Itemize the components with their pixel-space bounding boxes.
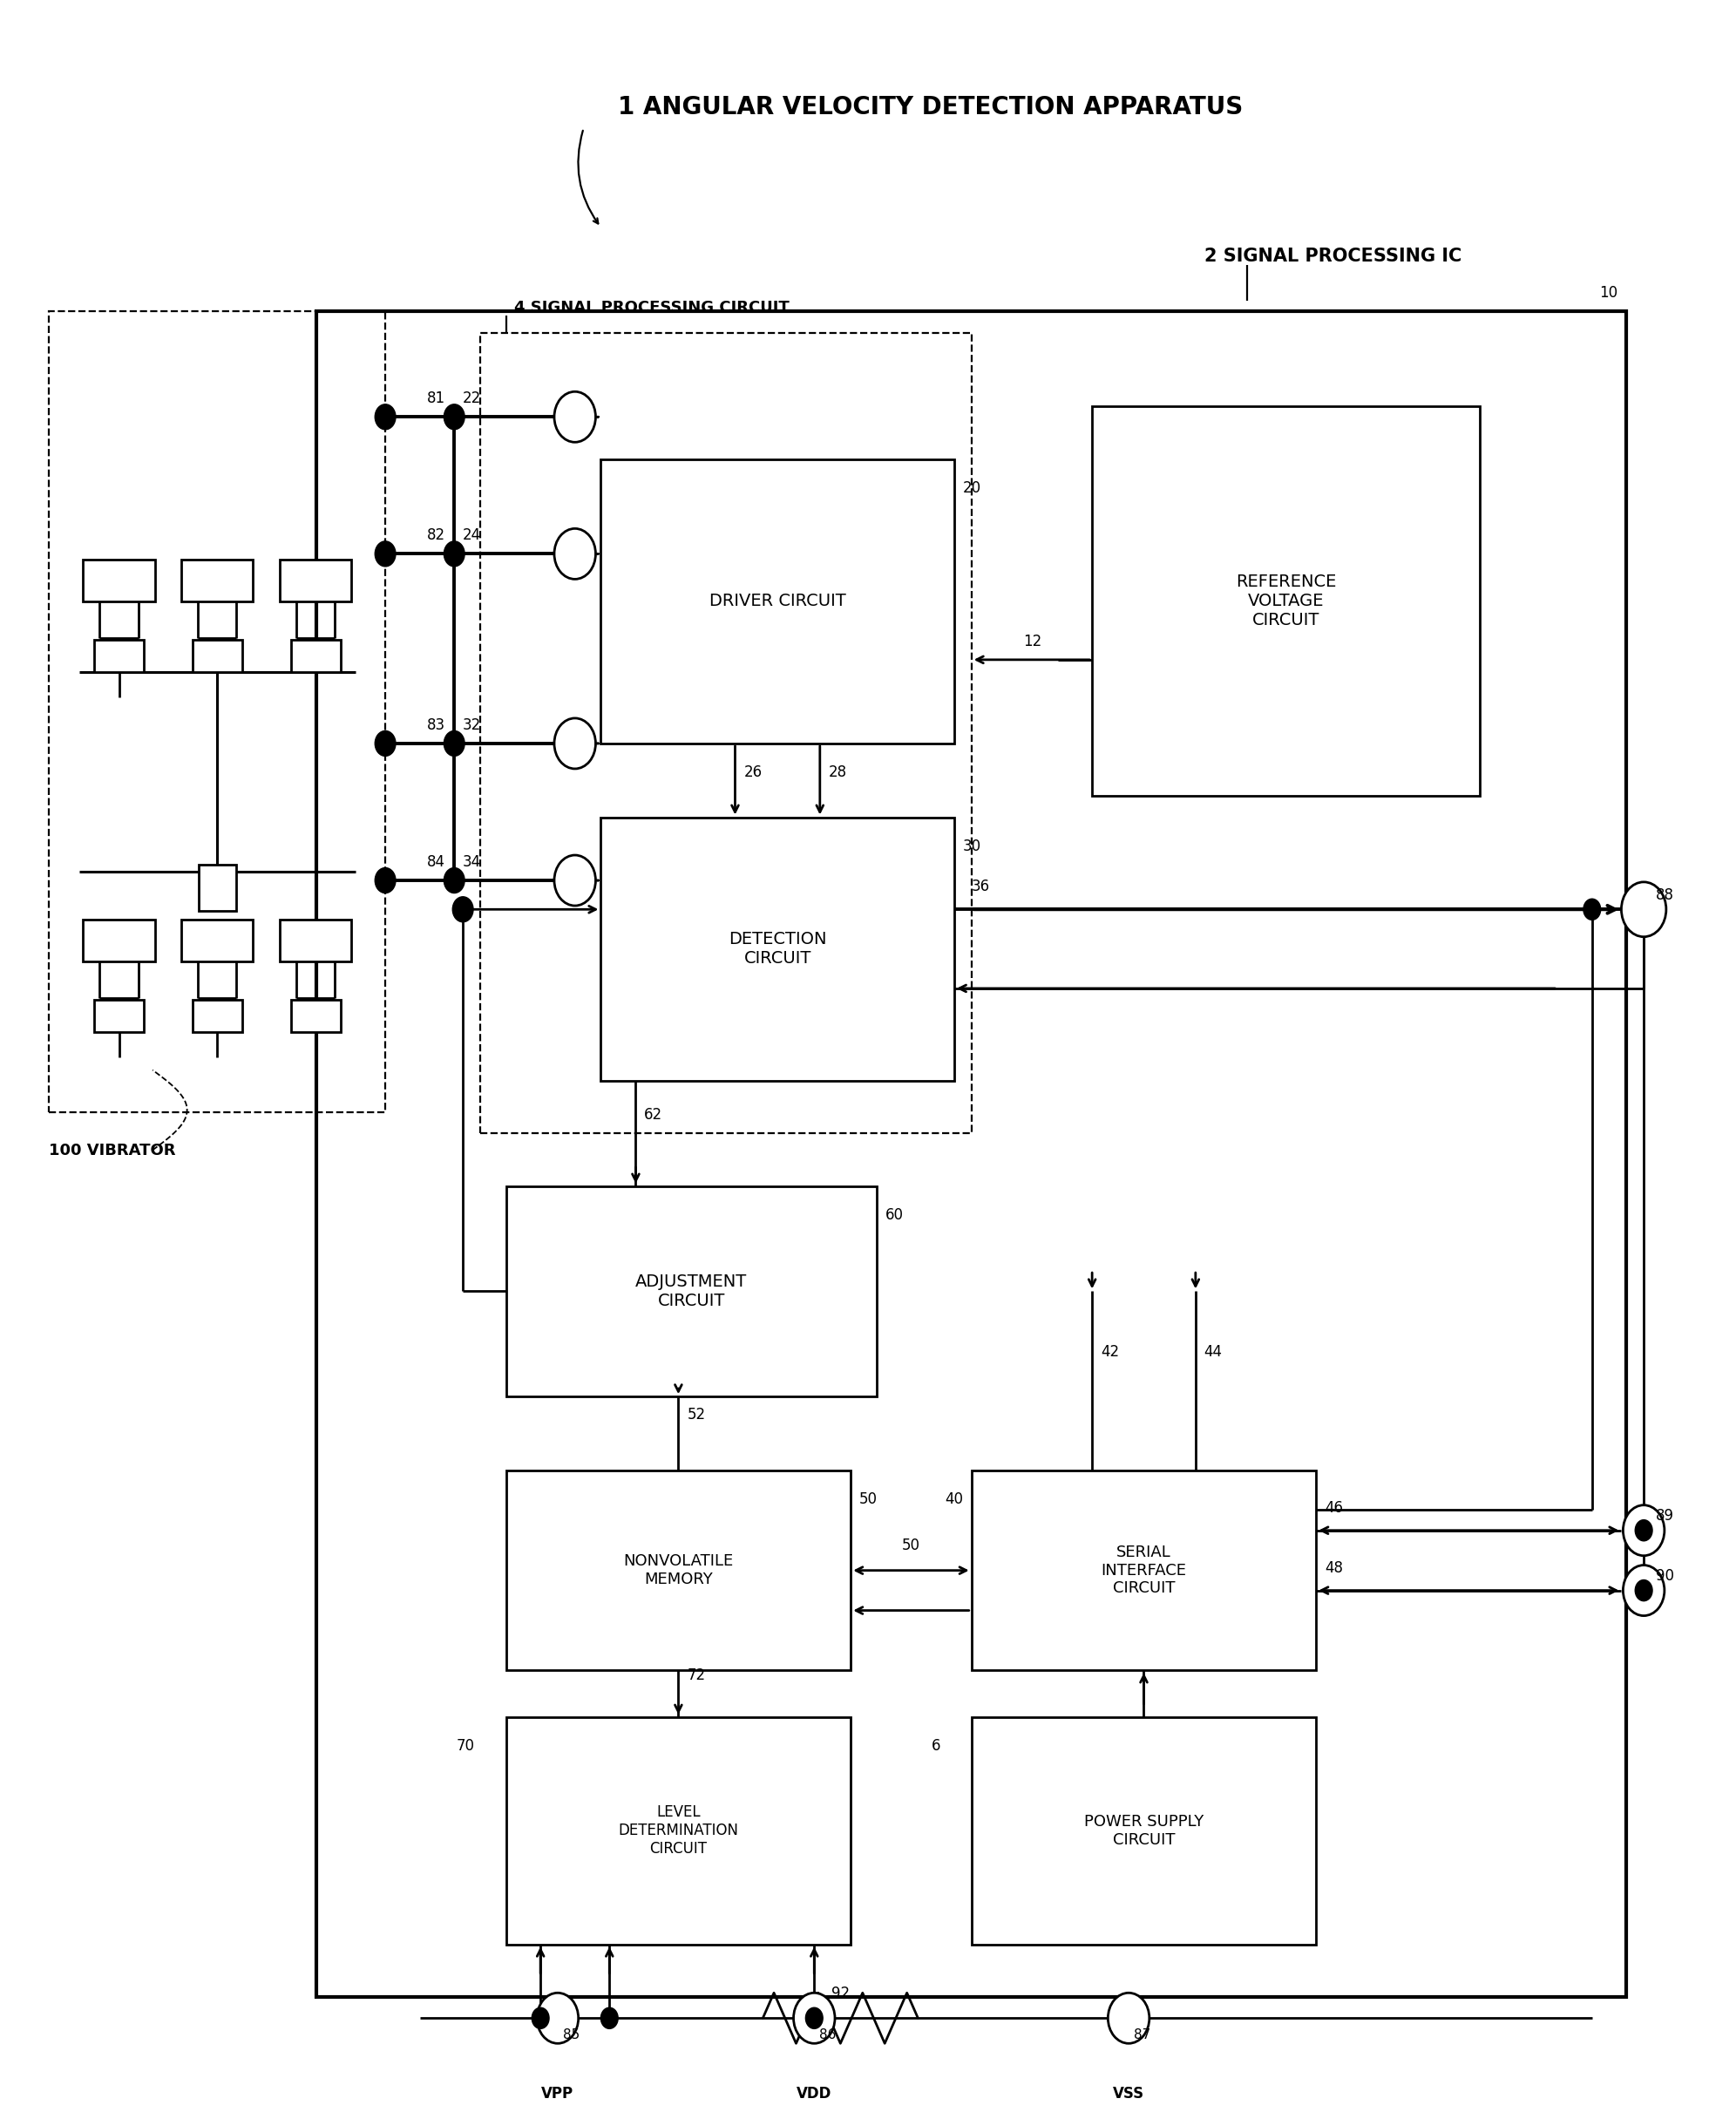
Circle shape (1623, 1566, 1665, 1615)
Text: 22: 22 (464, 390, 481, 407)
Text: 48: 48 (1325, 1560, 1344, 1577)
FancyBboxPatch shape (279, 559, 351, 602)
Circle shape (444, 540, 465, 566)
FancyBboxPatch shape (290, 640, 340, 672)
Text: 2 SIGNAL PROCESSING IC: 2 SIGNAL PROCESSING IC (1205, 248, 1462, 265)
Text: 50: 50 (859, 1492, 878, 1507)
Circle shape (444, 405, 465, 430)
Text: 30: 30 (963, 839, 981, 854)
FancyBboxPatch shape (972, 1716, 1316, 1945)
Text: VDD: VDD (797, 2085, 832, 2102)
Text: 89: 89 (1656, 1509, 1674, 1524)
FancyBboxPatch shape (83, 920, 155, 962)
FancyBboxPatch shape (193, 640, 241, 672)
Text: 46: 46 (1325, 1500, 1344, 1515)
FancyBboxPatch shape (601, 460, 955, 744)
Circle shape (806, 2007, 823, 2028)
Text: 50: 50 (903, 1538, 920, 1553)
Text: LEVEL
DETERMINATION
CIRCUIT: LEVEL DETERMINATION CIRCUIT (618, 1805, 738, 1856)
Text: 40: 40 (944, 1492, 963, 1507)
Circle shape (1108, 1992, 1149, 2043)
Circle shape (554, 528, 595, 578)
Circle shape (375, 731, 396, 756)
Circle shape (453, 896, 474, 922)
Circle shape (375, 869, 396, 892)
Circle shape (375, 405, 396, 430)
Text: 82: 82 (427, 528, 446, 542)
Text: 44: 44 (1205, 1343, 1222, 1360)
Text: 52: 52 (687, 1407, 705, 1424)
Text: DETECTION
CIRCUIT: DETECTION CIRCUIT (729, 930, 826, 966)
Circle shape (1623, 1504, 1665, 1555)
FancyBboxPatch shape (94, 1000, 144, 1032)
Text: VSS: VSS (1113, 2085, 1144, 2102)
Text: 81: 81 (427, 390, 446, 407)
Text: 32: 32 (464, 716, 481, 733)
Circle shape (554, 718, 595, 769)
FancyBboxPatch shape (94, 640, 144, 672)
Text: REFERENCE
VOLTAGE
CIRCUIT: REFERENCE VOLTAGE CIRCUIT (1236, 574, 1337, 629)
Text: 6: 6 (930, 1738, 941, 1755)
Circle shape (1621, 882, 1667, 937)
Text: 1 ANGULAR VELOCITY DETECTION APPARATUS: 1 ANGULAR VELOCITY DETECTION APPARATUS (618, 95, 1243, 121)
FancyBboxPatch shape (505, 1187, 877, 1396)
FancyBboxPatch shape (1092, 407, 1481, 797)
Text: 12: 12 (1023, 634, 1042, 648)
Text: 62: 62 (644, 1106, 663, 1123)
Circle shape (601, 2007, 618, 2028)
Text: POWER SUPPLY
CIRCUIT: POWER SUPPLY CIRCUIT (1083, 1814, 1203, 1848)
Text: NONVOLATILE
MEMORY: NONVOLATILE MEMORY (623, 1553, 733, 1587)
FancyBboxPatch shape (972, 1471, 1316, 1670)
FancyBboxPatch shape (290, 1000, 340, 1032)
Text: 86: 86 (819, 2028, 837, 2043)
FancyBboxPatch shape (505, 1471, 851, 1670)
Text: 10: 10 (1599, 286, 1618, 301)
Text: 90: 90 (1656, 1568, 1674, 1585)
Text: 70: 70 (457, 1738, 476, 1755)
Circle shape (554, 392, 595, 443)
Text: 42: 42 (1101, 1343, 1120, 1360)
Text: 34: 34 (464, 854, 481, 871)
FancyBboxPatch shape (198, 865, 236, 911)
Text: 84: 84 (427, 854, 446, 871)
Circle shape (531, 2007, 549, 2028)
Circle shape (444, 731, 465, 756)
FancyBboxPatch shape (83, 559, 155, 602)
Circle shape (1635, 1581, 1653, 1602)
Circle shape (1635, 1519, 1653, 1541)
Text: DRIVER CIRCUIT: DRIVER CIRCUIT (710, 593, 845, 610)
Text: 36: 36 (972, 879, 990, 894)
Text: ADJUSTMENT
CIRCUIT: ADJUSTMENT CIRCUIT (635, 1274, 746, 1310)
Text: 88: 88 (1656, 888, 1674, 903)
FancyBboxPatch shape (193, 1000, 241, 1032)
Circle shape (554, 856, 595, 905)
Text: 83: 83 (427, 716, 446, 733)
Text: 92: 92 (832, 1986, 849, 2000)
Text: 24: 24 (464, 528, 481, 542)
Text: 72: 72 (687, 1668, 705, 1682)
Text: 26: 26 (743, 765, 762, 780)
Text: 20: 20 (963, 481, 981, 496)
FancyBboxPatch shape (505, 1716, 851, 1945)
Circle shape (793, 1992, 835, 2043)
Circle shape (444, 869, 465, 892)
Circle shape (375, 540, 396, 566)
Text: 85: 85 (562, 2028, 580, 2043)
Text: 28: 28 (828, 765, 847, 780)
Circle shape (1583, 898, 1601, 920)
Text: 87: 87 (1134, 2028, 1151, 2043)
FancyBboxPatch shape (181, 920, 253, 962)
Text: 60: 60 (885, 1208, 903, 1223)
FancyBboxPatch shape (279, 920, 351, 962)
Text: 4 SIGNAL PROCESSING CIRCUIT: 4 SIGNAL PROCESSING CIRCUIT (514, 301, 790, 316)
Circle shape (536, 1992, 578, 2043)
FancyBboxPatch shape (601, 818, 955, 1081)
Text: SERIAL
INTERFACE
CIRCUIT: SERIAL INTERFACE CIRCUIT (1101, 1545, 1186, 1596)
FancyBboxPatch shape (316, 311, 1627, 1996)
Text: VPP: VPP (542, 2085, 575, 2102)
Text: 100 VIBRATOR: 100 VIBRATOR (49, 1142, 175, 1159)
FancyBboxPatch shape (181, 559, 253, 602)
